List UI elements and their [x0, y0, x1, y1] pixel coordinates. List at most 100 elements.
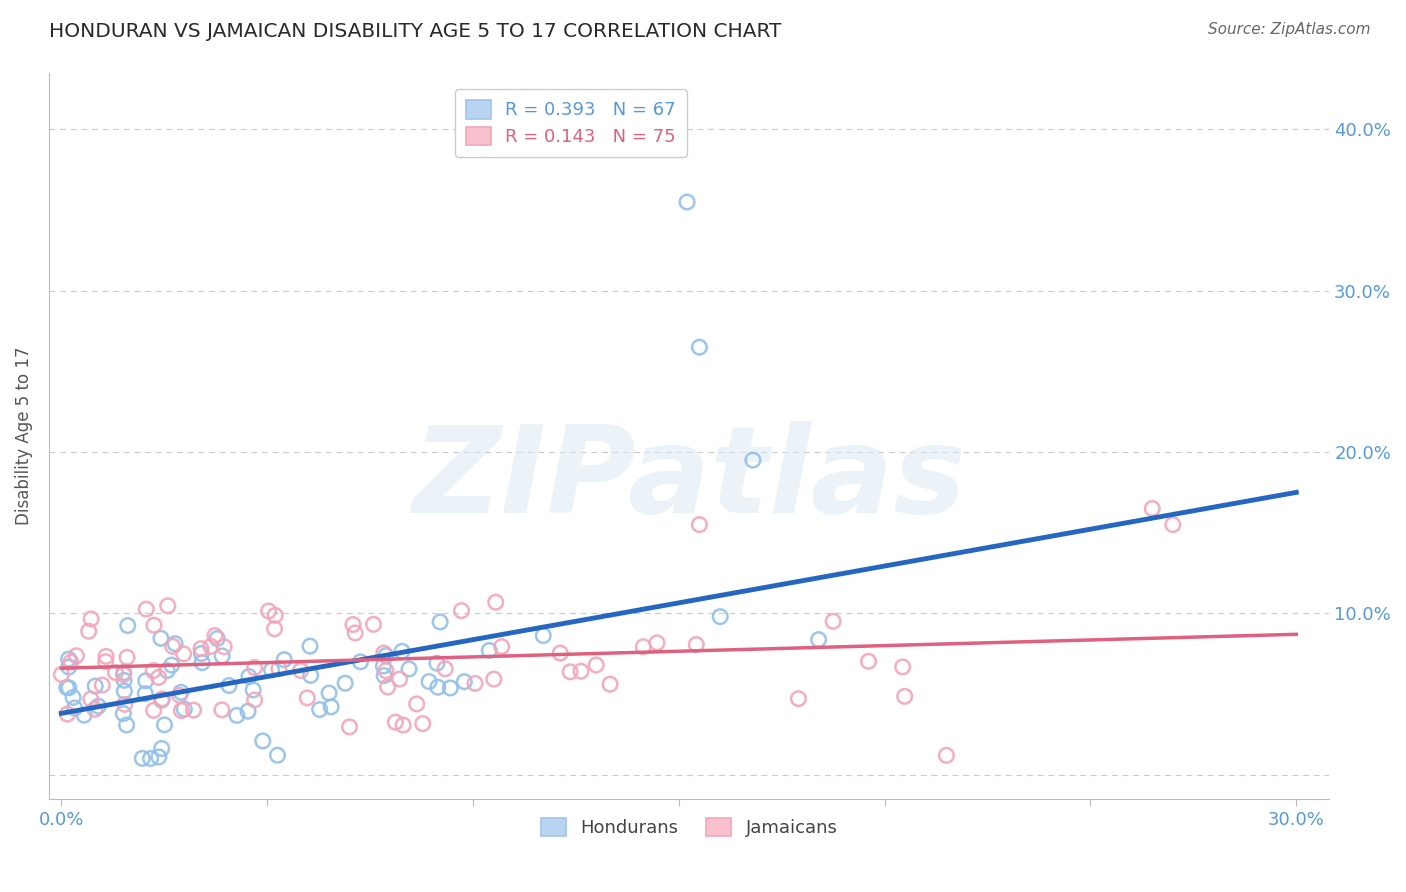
- Point: [55, 681, 77, 695]
- Point: [148, 750, 170, 764]
- Point: [80, 612, 103, 626]
- Point: [257, 604, 280, 618]
- Point: [58, 660, 80, 674]
- Point: [342, 617, 364, 632]
- Point: [891, 660, 914, 674]
- Point: [211, 648, 233, 663]
- Point: [373, 668, 395, 682]
- Point: [377, 680, 399, 694]
- Point: [115, 650, 138, 665]
- Point: [117, 618, 139, 632]
- Point: [398, 662, 420, 676]
- Point: [685, 638, 707, 652]
- Point: [267, 662, 290, 676]
- Point: [204, 629, 226, 643]
- Point: [260, 663, 283, 677]
- Point: [191, 656, 214, 670]
- Point: [56, 707, 79, 722]
- Point: [273, 653, 295, 667]
- Text: ZIPatlas: ZIPatlas: [412, 421, 966, 538]
- Point: [787, 691, 810, 706]
- Point: [94, 649, 117, 664]
- Point: [142, 703, 165, 717]
- Point: [482, 672, 505, 686]
- Point: [63, 701, 86, 715]
- Point: [165, 637, 187, 651]
- Point: [58, 681, 80, 695]
- Point: [709, 609, 731, 624]
- Point: [373, 646, 395, 660]
- Point: [150, 692, 173, 706]
- Point: [412, 716, 434, 731]
- Point: [384, 715, 406, 730]
- Point: [73, 708, 96, 723]
- Point: [236, 704, 259, 718]
- Point: [478, 643, 501, 657]
- Point: [318, 686, 340, 700]
- Point: [58, 652, 80, 666]
- Point: [299, 668, 322, 682]
- Point: [688, 340, 710, 354]
- Point: [1142, 501, 1164, 516]
- Point: [450, 604, 472, 618]
- Point: [344, 626, 367, 640]
- Point: [688, 517, 710, 532]
- Point: [392, 718, 415, 732]
- Point: [426, 656, 449, 670]
- Point: [264, 608, 287, 623]
- Point: [548, 646, 571, 660]
- Point: [148, 670, 170, 684]
- Point: [51, 667, 73, 681]
- Point: [87, 699, 110, 714]
- Point: [242, 682, 264, 697]
- Point: [807, 632, 830, 647]
- Point: [485, 595, 508, 609]
- Point: [173, 702, 195, 716]
- Point: [1161, 517, 1184, 532]
- Point: [112, 706, 135, 721]
- Point: [391, 644, 413, 658]
- Point: [212, 640, 235, 654]
- Point: [935, 748, 957, 763]
- Point: [135, 602, 157, 616]
- Point: [439, 681, 461, 695]
- Point: [112, 667, 135, 681]
- Point: [80, 692, 103, 706]
- Point: [633, 640, 655, 654]
- Point: [190, 647, 212, 661]
- Point: [84, 679, 107, 693]
- Text: Source: ZipAtlas.com: Source: ZipAtlas.com: [1208, 22, 1371, 37]
- Point: [388, 672, 411, 686]
- Point: [434, 662, 457, 676]
- Point: [65, 648, 87, 663]
- Point: [205, 632, 228, 646]
- Point: [218, 679, 240, 693]
- Point: [112, 665, 135, 680]
- Point: [491, 640, 513, 654]
- Point: [742, 453, 765, 467]
- Point: [858, 654, 880, 668]
- Point: [321, 699, 343, 714]
- Point: [94, 655, 117, 669]
- Point: [531, 629, 554, 643]
- Point: [297, 690, 319, 705]
- Point: [893, 690, 915, 704]
- Point: [190, 641, 212, 656]
- Point: [298, 639, 321, 653]
- Point: [349, 655, 371, 669]
- Point: [183, 703, 205, 717]
- Point: [243, 660, 266, 674]
- Point: [426, 680, 449, 694]
- Point: [143, 618, 166, 632]
- Point: [263, 622, 285, 636]
- Point: [142, 664, 165, 678]
- Point: [156, 599, 179, 613]
- Point: [290, 664, 312, 678]
- Point: [173, 647, 195, 661]
- Point: [238, 669, 260, 683]
- Point: [160, 658, 183, 673]
- Point: [405, 697, 427, 711]
- Point: [243, 693, 266, 707]
- Point: [149, 632, 172, 646]
- Point: [91, 678, 114, 692]
